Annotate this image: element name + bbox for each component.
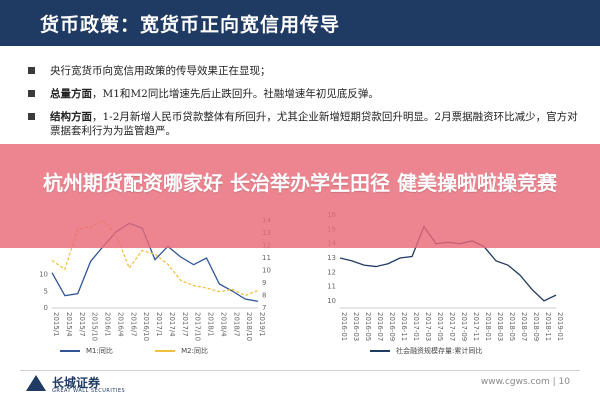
- bullet-text: ，1-2月新增人民币贷款整体有所回升，尤其企业新增短期贷款回升明显。2月票据融资…: [50, 111, 578, 137]
- x-tick: 2017/10: [194, 312, 202, 341]
- x-tick: 2018-01: [484, 312, 492, 341]
- bullet-item-total: 总量方面，M1和M2同比增速先后止跌回升。社融增速年初见底反弹。: [28, 87, 588, 101]
- legend-swatch: [370, 350, 390, 352]
- banner-text: 杭州期货配资哪家好 长治举办学生田径 健美操啦啦操竞赛: [43, 171, 557, 195]
- y-tick: 10: [327, 297, 336, 305]
- y-tick-right: 11: [262, 254, 271, 262]
- x-tick: 2017-07: [448, 312, 456, 341]
- x-tick: 2015/4: [65, 312, 73, 337]
- x-tick: 2018-11: [544, 312, 552, 341]
- y-tick: 11: [327, 283, 336, 291]
- x-tick: 2017-01: [412, 312, 420, 341]
- bullet-list: 央行宽货币向宽信用政策的传导效果正在显现； 总量方面，M1和M2同比增速先后止跌…: [28, 64, 588, 147]
- x-tick: 2018-05: [508, 312, 516, 341]
- bullet-square-icon: [28, 113, 35, 120]
- page-number: 10: [558, 377, 570, 387]
- x-tick: 2017-09: [460, 312, 468, 341]
- x-tick: 2017/7: [181, 312, 189, 337]
- slide-title: 货币政策：宽货币正向宽信用传导: [40, 14, 341, 36]
- x-tick: 2016-09: [388, 312, 396, 341]
- x-tick: 2018-07: [520, 312, 528, 341]
- y-tick-left: 0: [44, 304, 48, 312]
- bullet-key: 总量方面: [50, 88, 92, 100]
- x-tick: 2018-09: [532, 312, 540, 341]
- logo-mark-icon: [26, 375, 46, 391]
- logo-subtext: GREAT WALL SECURITIES: [52, 388, 126, 394]
- x-tick: 2017/4: [168, 312, 176, 337]
- legend-swatch: [155, 350, 176, 352]
- bullet-item-structure: 结构方面，1-2月新增人民币贷款整体有所回升，尤其企业新增短期贷款回升明显。2月…: [28, 110, 588, 138]
- bullet-key: 结构方面: [50, 111, 92, 123]
- bullet-square-icon: [28, 67, 35, 74]
- x-tick: 2018/4: [219, 312, 227, 337]
- legend-item-m1: M1:同比: [60, 346, 113, 356]
- legend-label: 社会融资规模存量:累计同比: [396, 347, 483, 355]
- legend-item-m2: M2:同比: [155, 346, 208, 356]
- x-tick: 2015/1: [52, 312, 60, 337]
- x-tick: 2018-03: [496, 312, 504, 341]
- x-tick: 2015/7: [78, 312, 86, 337]
- footer-info: www.cgws.com | 10: [481, 377, 570, 387]
- x-tick: 2018/1: [207, 312, 215, 337]
- y-tick-right: 9: [262, 279, 266, 287]
- x-tick: 2016-07: [376, 312, 384, 341]
- x-tick: 2016/7: [129, 312, 137, 337]
- y-tick-left: 10: [39, 271, 48, 279]
- bullet-text: ，M1和M2同比增速先后止跌回升。社融增速年初见底反弹。: [92, 88, 379, 100]
- y-tick-right: 7: [262, 304, 266, 312]
- bullet-text: 央行宽货币向宽信用政策的传导效果正在显现；: [50, 65, 271, 77]
- x-tick: 2018/7: [232, 312, 240, 337]
- x-tick: 2016/1: [104, 312, 112, 337]
- legend-item-social: 社会融资规模存量:累计同比: [370, 346, 482, 356]
- y-tick-left: 5: [44, 287, 48, 295]
- legend-label: M1:同比: [86, 347, 113, 355]
- x-tick: 2016-11: [400, 312, 408, 341]
- legend-label: M2:同比: [181, 347, 208, 355]
- x-tick: 2016/4: [116, 312, 124, 337]
- x-tick: 2017-11: [472, 312, 480, 341]
- company-logo: 长城证券 GREAT WALL SECURITIES: [26, 374, 166, 396]
- x-tick: 2016/10: [142, 312, 150, 341]
- x-tick: 2017-05: [436, 312, 444, 341]
- footer-site: www.cgws.com: [480, 377, 550, 387]
- series-line-m1: [51, 222, 259, 302]
- x-tick: 2015/10: [91, 312, 99, 341]
- x-tick: 2018/10: [245, 312, 253, 341]
- bullet-item-intro: 央行宽货币向宽信用政策的传导效果正在显现；: [28, 64, 588, 78]
- x-tick: 2017-03: [424, 312, 432, 341]
- left-chart-legend: M1:同比 M2:同比: [60, 346, 248, 356]
- y-tick-right: 8: [262, 292, 266, 300]
- legend-swatch: [60, 350, 80, 352]
- x-tick: 2016-01: [340, 312, 348, 341]
- slide-header: 货币政策：宽货币正向宽信用传导: [0, 0, 600, 46]
- logo-text: 长城证券: [52, 376, 101, 390]
- m1-m2-chart: 051014131211109872015/12015/42015/72015/…: [39, 217, 271, 342]
- x-tick: 2016-05: [364, 312, 372, 341]
- footer-sep: |: [552, 377, 559, 387]
- x-tick: 2019/1: [258, 312, 266, 337]
- footer-divider: [20, 370, 580, 371]
- y-tick-right: 10: [262, 267, 271, 275]
- bullet-square-icon: [28, 90, 35, 97]
- y-tick: 12: [327, 268, 336, 276]
- x-tick: 2019-01: [556, 312, 564, 341]
- x-tick: 2016-03: [352, 312, 360, 341]
- right-chart-legend: 社会融资规模存量:累计同比: [370, 346, 522, 356]
- x-tick: 2017/1: [155, 312, 163, 337]
- y-tick: 13: [327, 254, 336, 262]
- overlay-banner: 杭州期货配资哪家好 长治举办学生田径 健美操啦啦操竞赛: [0, 144, 600, 248]
